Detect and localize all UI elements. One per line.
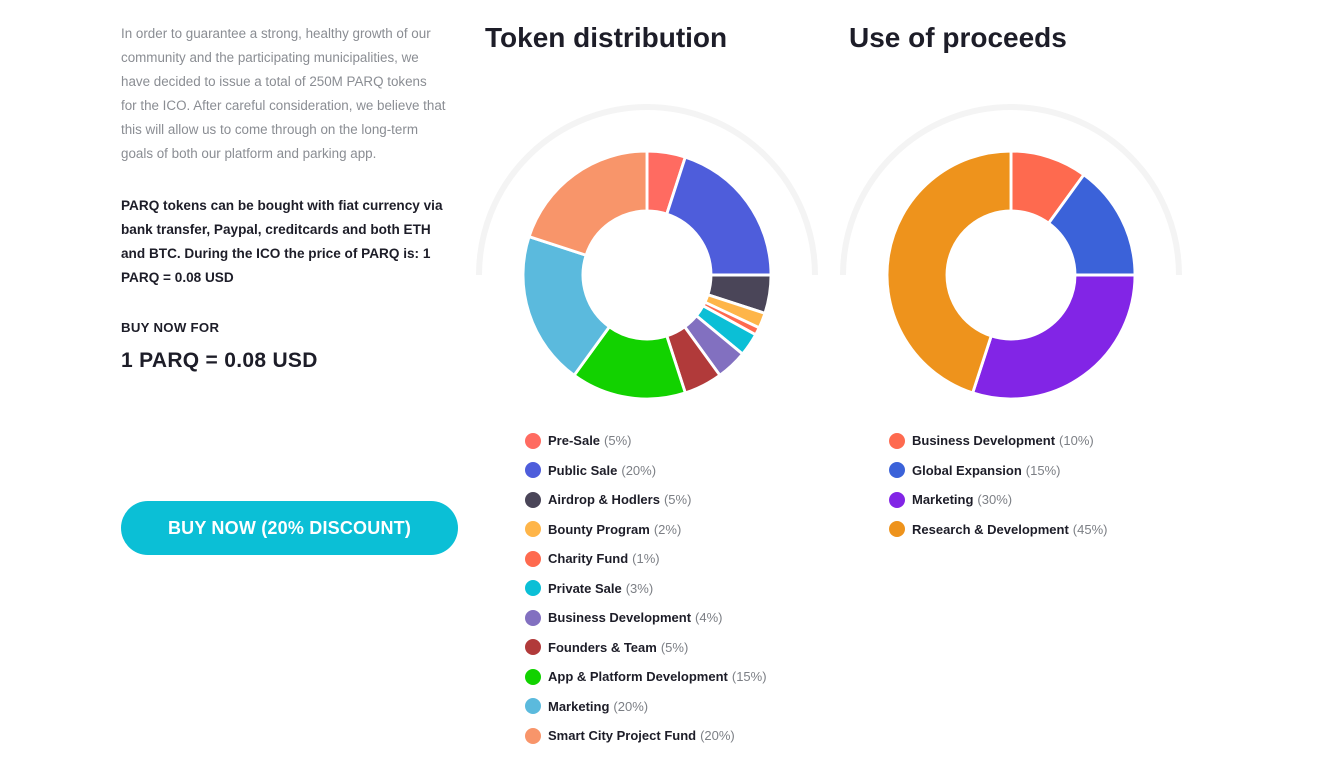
- legend-label: Global Expansion: [912, 462, 1022, 478]
- token-distribution-legend: Pre-Sale (5%) Public Sale (20%) Airdrop & Ho…: [525, 426, 767, 751]
- legend-dot-icon: [525, 639, 541, 656]
- legend-percent: (20%): [700, 728, 735, 744]
- intro-paragraph: In order to guarantee a strong, healthy …: [121, 26, 446, 161]
- legend-percent: (15%): [731, 669, 767, 685]
- legend-label: Pre-Sale: [548, 433, 601, 449]
- legend-item-research-and-development: Research & Development (45%): [889, 515, 1107, 545]
- legend-item-marketing: Marketing (20%): [525, 692, 767, 722]
- legend-percent: (5%): [604, 433, 632, 449]
- legend-item-global-expansion: Global Expansion (15%): [889, 456, 1107, 486]
- legend-label: Private Sale: [548, 580, 622, 596]
- legend-percent: (20%): [613, 698, 649, 714]
- legend-item-charity-fund: Charity Fund (1%): [525, 544, 767, 574]
- payment-info: PARQ tokens can be bought with fiat curr…: [121, 198, 443, 285]
- slice-marketing: [971, 273, 1137, 401]
- legend-dot-icon: [525, 727, 541, 744]
- legend-percent: (4%): [695, 610, 723, 626]
- legend-dot-icon: [525, 609, 541, 626]
- legend-dot-icon: [525, 462, 541, 479]
- legend-label: Bounty Program: [548, 521, 650, 537]
- legend-percent: (10%): [1059, 433, 1094, 449]
- legend-item-airdrop-and-hodlers: Airdrop & Hodlers (5%): [525, 485, 767, 515]
- legend-dot-icon: [889, 521, 905, 538]
- legend-item-business-development: Business Development (4%): [525, 603, 767, 633]
- legend-label: Business Development: [912, 433, 1056, 449]
- legend-item-founders-and-team: Founders & Team (5%): [525, 633, 767, 663]
- legend-dot-icon: [889, 432, 905, 449]
- legend-dot-icon: [525, 432, 541, 449]
- legend-item-business-development: Business Development (10%): [889, 426, 1107, 456]
- slice-public-sale: [665, 155, 773, 277]
- chart-backdrop-arc: [476, 104, 818, 276]
- legend-percent: (2%): [653, 521, 682, 537]
- chart-backdrop-arc: [840, 104, 1182, 276]
- token-price: 1 PARQ = 0.08 USD: [121, 349, 318, 372]
- legend-label: Research & Development: [912, 521, 1069, 537]
- slice-research-and-development: [885, 149, 1013, 395]
- legend-dot-icon: [525, 698, 541, 715]
- buy-now-button[interactable]: BUY NOW (20% DISCOUNT): [121, 501, 458, 555]
- legend-dot-icon: [525, 521, 541, 538]
- legend-label: Charity Fund: [548, 551, 629, 567]
- legend-label: Public Sale: [548, 462, 618, 478]
- legend-percent: (1%): [632, 551, 660, 567]
- legend-label: Marketing: [548, 698, 610, 714]
- token-distribution-chart: [476, 104, 818, 401]
- legend-dot-icon: [525, 668, 541, 685]
- legend-item-pre-sale: Pre-Sale (5%): [525, 426, 767, 456]
- use-of-proceeds-legend: Business Development (10%) Global Expansio…: [889, 426, 1107, 544]
- legend-dot-icon: [525, 580, 541, 597]
- legend-percent: (3%): [625, 580, 654, 596]
- legend-dot-icon: [889, 462, 905, 479]
- legend-percent: (30%): [977, 492, 1013, 508]
- legend-item-public-sale: Public Sale (20%): [525, 456, 767, 486]
- legend-label: Business Development: [548, 610, 692, 626]
- legend-item-marketing: Marketing (30%): [889, 485, 1107, 515]
- legend-percent: (5%): [660, 639, 689, 655]
- legend-label: Airdrop & Hodlers: [548, 492, 660, 508]
- legend-percent: (15%): [1025, 462, 1061, 478]
- legend-percent: (45%): [1072, 521, 1108, 537]
- legend-item-bounty-program: Bounty Program (2%): [525, 515, 767, 545]
- legend-percent: (5%): [663, 492, 692, 508]
- buy-now-label: BUY NOW FOR: [121, 320, 220, 335]
- use-of-proceeds-chart: [840, 104, 1182, 401]
- legend-item-private-sale: Private Sale (3%): [525, 574, 767, 604]
- legend-label: Smart City Project Fund: [548, 728, 697, 744]
- legend-label: Founders & Team: [548, 639, 657, 655]
- legend-label: App & Platform Development: [548, 669, 728, 685]
- legend-label: Marketing: [912, 492, 974, 508]
- slice-smart-city-project-fund: [527, 149, 649, 257]
- legend-item-smart-city-project-fund: Smart City Project Fund (20%): [525, 721, 767, 751]
- legend-dot-icon: [525, 491, 541, 508]
- legend-dot-icon: [525, 550, 541, 567]
- legend-item-app-and-platform-development: App & Platform Development (15%): [525, 662, 767, 692]
- legend-percent: (20%): [621, 462, 657, 478]
- intro-column: In order to guarantee a strong, healthy …: [121, 22, 446, 373]
- use-of-proceeds-title: Use of proceeds: [849, 22, 1067, 53]
- token-distribution-title: Token distribution: [485, 22, 728, 53]
- legend-dot-icon: [889, 491, 905, 508]
